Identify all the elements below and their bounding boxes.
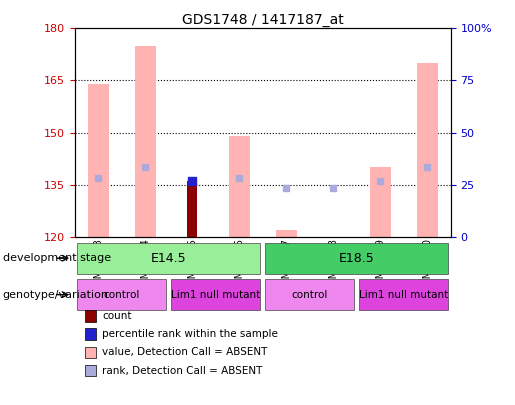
Bar: [134, 46, 156, 237]
Bar: [359, 279, 448, 310]
Text: value, Detection Call = ABSENT: value, Detection Call = ABSENT: [102, 347, 268, 357]
Text: development stage: development stage: [3, 253, 111, 263]
Bar: [276, 230, 297, 237]
Bar: [417, 63, 438, 237]
Text: control: control: [291, 290, 328, 300]
Text: count: count: [102, 311, 132, 321]
Bar: [88, 84, 109, 237]
Bar: [265, 243, 448, 274]
Text: percentile rank within the sample: percentile rank within the sample: [102, 329, 279, 339]
Bar: [187, 181, 197, 237]
Bar: [77, 279, 166, 310]
Bar: [229, 136, 250, 237]
Bar: [370, 167, 391, 237]
Text: genotype/variation: genotype/variation: [3, 290, 109, 300]
Title: GDS1748 / 1417187_at: GDS1748 / 1417187_at: [182, 13, 344, 27]
Bar: [265, 279, 354, 310]
Text: control: control: [104, 290, 140, 300]
Text: E18.5: E18.5: [339, 252, 374, 265]
Text: E14.5: E14.5: [151, 252, 186, 265]
Bar: [77, 243, 260, 274]
Text: Lim1 null mutant: Lim1 null mutant: [359, 290, 448, 300]
Text: rank, Detection Call = ABSENT: rank, Detection Call = ABSENT: [102, 366, 263, 375]
Text: Lim1 null mutant: Lim1 null mutant: [171, 290, 260, 300]
Bar: [171, 279, 260, 310]
